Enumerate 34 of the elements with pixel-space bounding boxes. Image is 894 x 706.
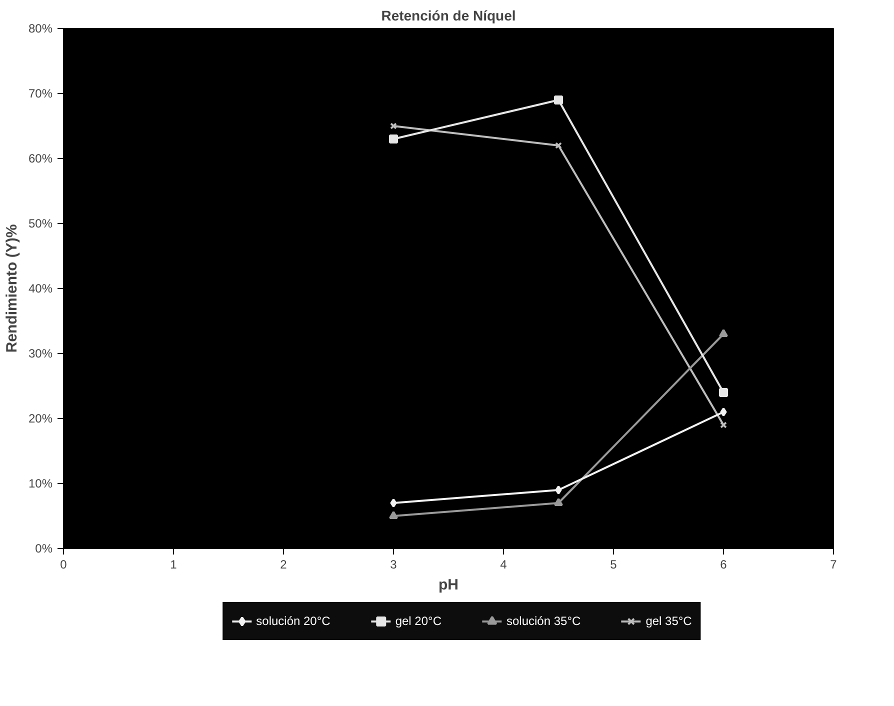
y-tick-label: 0% [35, 542, 53, 556]
y-tick-label: 50% [28, 216, 53, 230]
y-tick-label: 40% [28, 282, 53, 296]
y-tick-label: 80% [28, 22, 53, 36]
point [555, 486, 562, 494]
point [554, 498, 563, 506]
legend-label: solución 35°C [506, 614, 581, 628]
legend-label: solución 20°C [256, 614, 330, 628]
x-tick-label: 5 [610, 558, 618, 572]
point [389, 134, 398, 144]
legend-label: gel 20°C [395, 614, 442, 628]
y-axis-title: Rendimiento (Y)% [3, 224, 20, 353]
y-tick-label: 20% [28, 412, 53, 426]
x-tick-label: 7 [830, 558, 838, 572]
point [390, 498, 397, 508]
point [720, 408, 727, 416]
point [555, 142, 562, 149]
x-tick-label: 1 [170, 558, 178, 572]
y-tick-label: 30% [28, 346, 53, 360]
x-tick-label: 6 [720, 558, 728, 572]
chart-title: Retención de Níquel [381, 8, 516, 24]
y-tick-label: 60% [28, 152, 53, 166]
x-axis-title: pH [438, 576, 458, 594]
y-tick-label: 10% [28, 476, 53, 490]
point [554, 96, 563, 104]
x-tick-label: 2 [280, 558, 288, 572]
x-tick-label: 0 [60, 558, 68, 572]
point [719, 328, 728, 338]
x-tick-label: 3 [390, 558, 398, 572]
point [389, 510, 398, 520]
point [719, 388, 728, 397]
x-tick-label: 4 [500, 558, 508, 572]
y-tick-label: 70% [28, 86, 53, 100]
legend-label: gel 35°C [646, 614, 692, 628]
